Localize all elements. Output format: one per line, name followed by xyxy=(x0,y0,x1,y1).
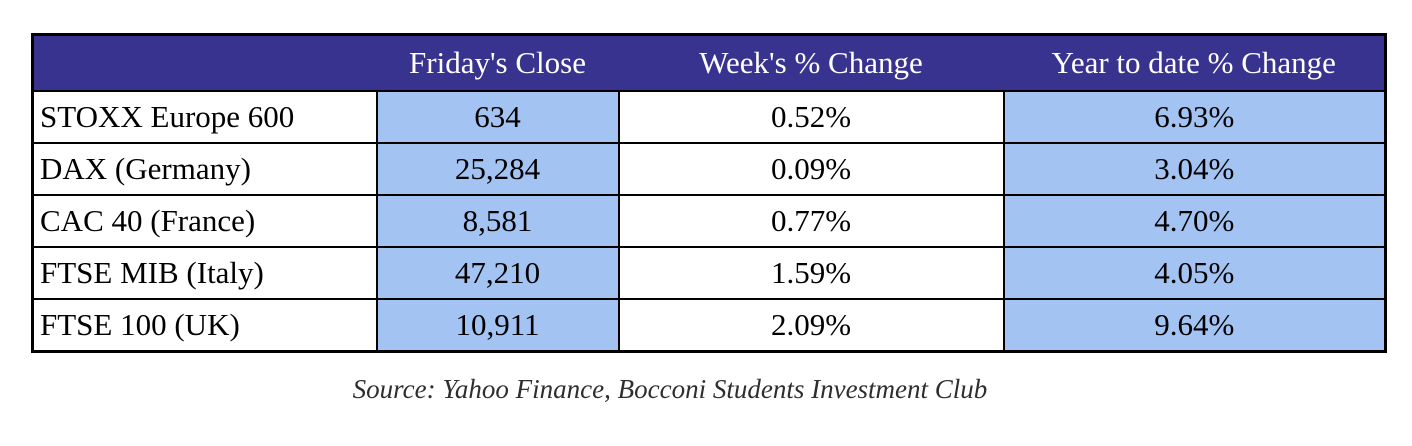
weeks-change-cell: 1.59% xyxy=(617,246,1005,300)
ytd-change-cell: 4.05% xyxy=(1002,246,1387,300)
markets-table-container: Friday's Close Week's % Change Year to d… xyxy=(31,33,1387,353)
ytd-change-cell: 6.93% xyxy=(1002,90,1387,144)
weeks-change-cell: 0.52% xyxy=(617,90,1005,144)
table-row-dax-germany: DAX (Germany) 25,284 0.09% 3.04% xyxy=(31,142,1387,196)
european-indices-table: Friday's Close Week's % Change Year to d… xyxy=(31,33,1387,353)
fridays-close-cell: 25,284 xyxy=(375,142,620,196)
index-name-cell: DAX (Germany) xyxy=(31,142,378,196)
table-row-ftse-100-uk: FTSE 100 (UK) 10,911 2.09% 9.64% xyxy=(31,298,1387,353)
header-row: Friday's Close Week's % Change Year to d… xyxy=(32,34,1386,91)
table-row-cac-40-france: CAC 40 (France) 8,581 0.77% 4.70% xyxy=(31,194,1387,248)
fridays-close-cell: 47,210 xyxy=(375,246,620,300)
ytd-change-cell: 9.64% xyxy=(1002,298,1387,353)
source-caption: Source: Yahoo Finance, Bocconi Students … xyxy=(352,374,988,404)
table-row-ftse-mib-italy: FTSE MIB (Italy) 47,210 1.59% 4.05% xyxy=(31,246,1387,300)
weeks-change-cell: 0.77% xyxy=(617,194,1005,248)
weeks-change-cell: 2.09% xyxy=(617,298,1005,353)
ytd-change-cell: 3.04% xyxy=(1002,142,1387,196)
fridays-close-cell: 10,911 xyxy=(375,298,620,353)
ytd-change-cell: 4.70% xyxy=(1002,194,1387,248)
column-header-ytd-pct-change: Year to date % Change xyxy=(1003,34,1386,91)
table-row-stoxx-europe-600: STOXX Europe 600 634 0.52% 6.93% xyxy=(31,90,1387,144)
column-header-weeks-pct-change: Week's % Change xyxy=(618,34,1004,91)
column-header-index xyxy=(32,34,377,91)
fridays-close-cell: 8,581 xyxy=(375,194,620,248)
column-header-fridays-close: Friday's Close xyxy=(376,34,619,91)
index-name-cell: STOXX Europe 600 xyxy=(31,90,378,144)
index-name-cell: FTSE MIB (Italy) xyxy=(31,246,378,300)
index-name-cell: FTSE 100 (UK) xyxy=(31,298,378,353)
fridays-close-cell: 634 xyxy=(375,90,620,144)
weeks-change-cell: 0.09% xyxy=(617,142,1005,196)
index-name-cell: CAC 40 (France) xyxy=(31,194,378,248)
